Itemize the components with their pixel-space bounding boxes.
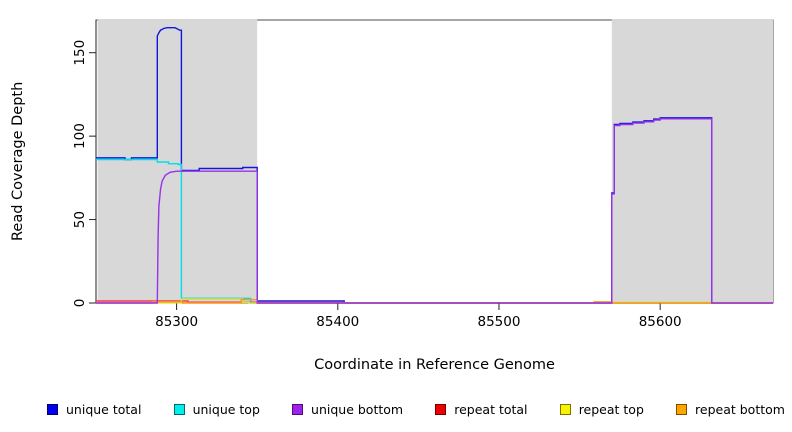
legend-item-repeat-total: repeat total xyxy=(435,401,528,417)
legend-item-unique-top: unique top xyxy=(173,401,260,417)
shaded-region-1 xyxy=(97,19,258,303)
unique-top-swatch-icon xyxy=(173,403,185,415)
legend: unique total unique top unique bottom repea… xyxy=(47,398,785,420)
series-unique-total xyxy=(96,27,773,304)
unique-total-swatch-icon xyxy=(47,403,58,415)
shaded-region-2 xyxy=(611,19,773,303)
x-tick-label: 85500 xyxy=(477,314,520,330)
repeat-bottom-swatch-icon xyxy=(676,403,688,415)
legend-label: repeat top xyxy=(578,401,644,417)
x-axis-title: Coordinate in Reference Genome xyxy=(314,357,555,373)
legend-label: repeat bottom xyxy=(695,401,785,417)
y-tick-label: 0 xyxy=(72,299,88,308)
y-tick-label: 150 xyxy=(72,40,88,66)
y-tick-label: 100 xyxy=(72,123,88,149)
legend-label: unique top xyxy=(192,401,260,417)
legend-item-repeat-bottom: repeat bottom xyxy=(676,402,785,417)
repeat-top-swatch-icon xyxy=(559,403,571,415)
legend-label: repeat total xyxy=(454,401,528,417)
legend-item-repeat-top: repeat top xyxy=(559,401,644,417)
chart-canvas: 85300 85400 85500 85600 0 50 100 150 xyxy=(72,19,774,330)
unique-bottom-swatch-icon xyxy=(292,403,304,415)
legend-item-unique-bottom: unique bottom xyxy=(292,402,403,417)
repeat-total-swatch-icon xyxy=(435,403,447,415)
series-unique-bottom xyxy=(96,118,773,304)
y-tick-label: 50 xyxy=(72,211,88,228)
x-tick-label: 85400 xyxy=(316,314,359,330)
legend-label: unique total xyxy=(66,401,142,417)
y-axis-title: Read Coverage Depth xyxy=(10,81,26,242)
x-tick-label: 85300 xyxy=(155,314,198,330)
legend-label: unique bottom xyxy=(311,401,404,417)
legend-item-unique-total: unique total xyxy=(47,402,141,417)
x-tick-label: 85600 xyxy=(639,314,682,330)
